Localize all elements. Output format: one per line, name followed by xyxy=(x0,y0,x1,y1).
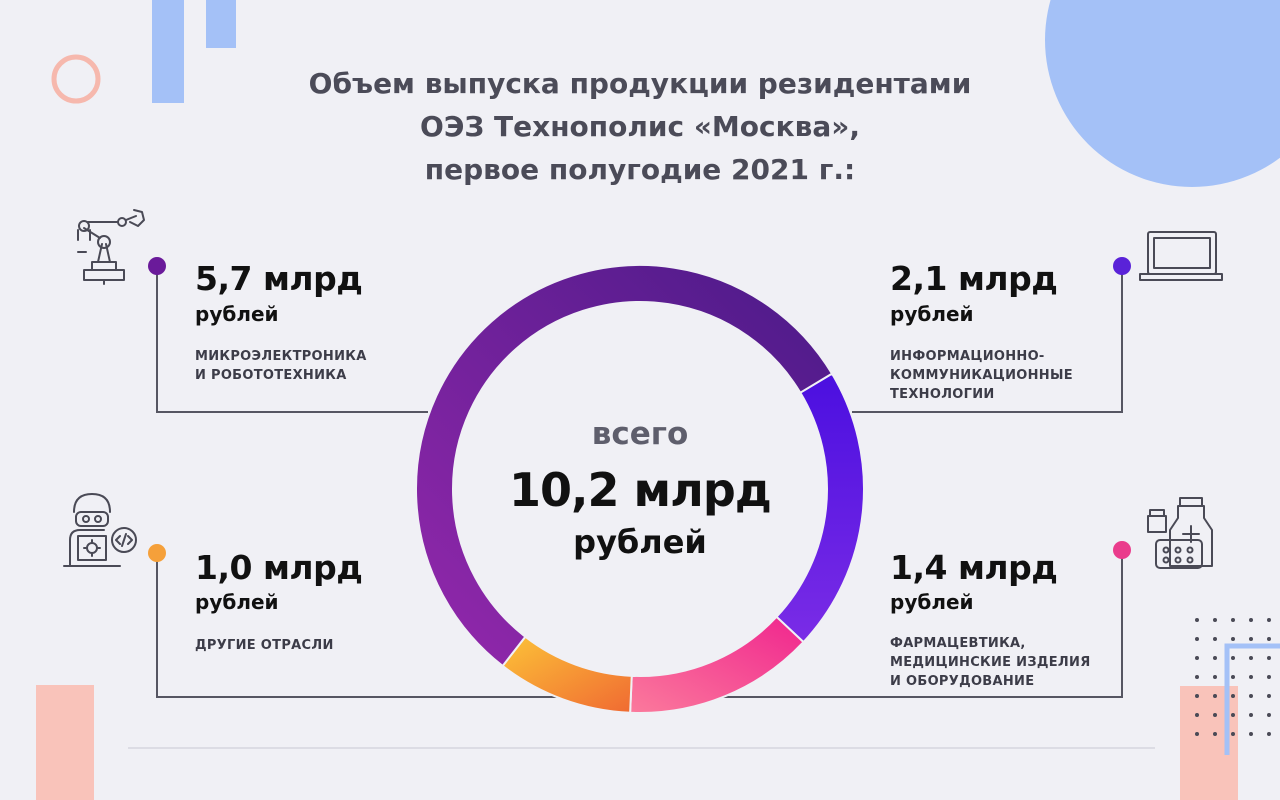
deco-dot xyxy=(1213,694,1217,698)
amount-other: 1,0 млрд xyxy=(195,548,363,587)
deco-dot xyxy=(1213,675,1217,679)
unit-ict: рублей xyxy=(890,302,974,326)
deco-dot xyxy=(1249,637,1253,641)
deco-dot xyxy=(1267,694,1271,698)
center-total-amount: 10,2 млрд xyxy=(509,463,772,517)
deco-dot xyxy=(1195,618,1199,622)
laptop-icon xyxy=(1139,231,1223,281)
medicine-icon xyxy=(1147,497,1213,569)
deco-dot xyxy=(1213,732,1217,736)
amount-pharma: 1,4 млрд xyxy=(890,548,1058,587)
deco-dot xyxy=(1195,713,1199,717)
amount-ict: 2,1 млрд xyxy=(890,259,1058,298)
title-line-3: первое полугодие 2021 г.: xyxy=(424,153,856,186)
deco-dot-grid xyxy=(1195,618,1271,736)
deco-dot xyxy=(1231,694,1235,698)
deco-dot xyxy=(1249,618,1253,622)
unit-pharma: рублей xyxy=(890,590,974,614)
dot-other xyxy=(148,544,166,562)
deco-ring xyxy=(51,54,101,104)
deco-dot xyxy=(1231,637,1235,641)
developer-icon xyxy=(63,493,137,567)
deco-dot xyxy=(1249,656,1253,660)
category-line: МЕДИЦИНСКИЕ ИЗДЕЛИЯ xyxy=(890,655,1091,670)
category-ict: ИНФОРМАЦИОННО- КОММУНИКАЦИОННЫЕ ТЕХНОЛОГ… xyxy=(890,347,1073,404)
connector-line-ict xyxy=(852,266,1123,413)
unit-microelectronics: рублей xyxy=(195,302,279,326)
deco-dot xyxy=(1231,656,1235,660)
category-line: МИКРОЭЛЕКТРОНИКА xyxy=(195,349,367,364)
dot-pharma xyxy=(1113,541,1131,559)
category-line: ДРУГИЕ ОТРАСЛИ xyxy=(195,638,334,653)
deco-dot xyxy=(1213,618,1217,622)
category-line: КОММУНИКАЦИОННЫЕ xyxy=(890,368,1073,383)
deco-dot xyxy=(1231,618,1235,622)
deco-dot xyxy=(1249,675,1253,679)
amount-microelectronics: 5,7 млрд xyxy=(195,259,363,298)
arc-microelectronics xyxy=(415,264,834,668)
category-line: ФАРМАЦЕВТИКА, xyxy=(890,636,1026,651)
unit-other: рублей xyxy=(195,590,279,614)
deco-dot xyxy=(1195,694,1199,698)
category-line: ИНФОРМАЦИОННО- xyxy=(890,349,1045,364)
deco-blue-circle xyxy=(1045,0,1280,187)
connector-line-microelectronics xyxy=(156,266,428,413)
deco-bar-blue-tall xyxy=(152,0,184,103)
deco-dot xyxy=(1267,656,1271,660)
deco-pink-block-left xyxy=(36,685,94,800)
robot-arm-icon xyxy=(77,209,145,285)
deco-dot xyxy=(1231,675,1235,679)
category-pharma: ФАРМАЦЕВТИКА, МЕДИЦИНСКИЕ ИЗДЕЛИЯ И ОБОР… xyxy=(890,634,1091,691)
category-line: И РОБОТОТЕХНИКА xyxy=(195,368,347,383)
deco-dot xyxy=(1267,675,1271,679)
connector-line-other xyxy=(156,553,560,698)
page-title: Объем выпуска продукции резидентами ОЭЗ … xyxy=(240,62,1040,191)
deco-dot xyxy=(1213,656,1217,660)
deco-dot xyxy=(1213,637,1217,641)
title-line-1: Объем выпуска продукции резидентами xyxy=(308,67,972,100)
connector-line-pharma xyxy=(705,550,1123,698)
center-total-unit: рублей xyxy=(573,523,707,561)
deco-dot xyxy=(1267,713,1271,717)
deco-dot xyxy=(1267,618,1271,622)
category-other: ДРУГИЕ ОТРАСЛИ xyxy=(195,636,334,655)
dot-ict xyxy=(1113,257,1131,275)
deco-dot xyxy=(1249,732,1253,736)
dot-microelectronics xyxy=(148,257,166,275)
deco-dot xyxy=(1231,713,1235,717)
deco-dot xyxy=(1195,656,1199,660)
deco-blue-frame xyxy=(1224,643,1280,755)
category-line: И ОБОРУДОВАНИЕ xyxy=(890,674,1035,689)
deco-dot xyxy=(1213,713,1217,717)
center-total-label: всего xyxy=(591,416,689,452)
deco-dot xyxy=(1195,637,1199,641)
deco-dot xyxy=(1267,732,1271,736)
category-line: ТЕХНОЛОГИИ xyxy=(890,387,995,402)
deco-dot xyxy=(1249,694,1253,698)
category-microelectronics: МИКРОЭЛЕКТРОНИКА И РОБОТОТЕХНИКА xyxy=(195,347,367,385)
deco-dot xyxy=(1231,732,1235,736)
deco-dot xyxy=(1267,637,1271,641)
title-line-2: ОЭЗ Технополис «Москва», xyxy=(420,110,860,143)
deco-dot xyxy=(1195,675,1199,679)
deco-dot xyxy=(1195,732,1199,736)
deco-bar-blue-short xyxy=(206,0,236,48)
deco-dot xyxy=(1249,713,1253,717)
